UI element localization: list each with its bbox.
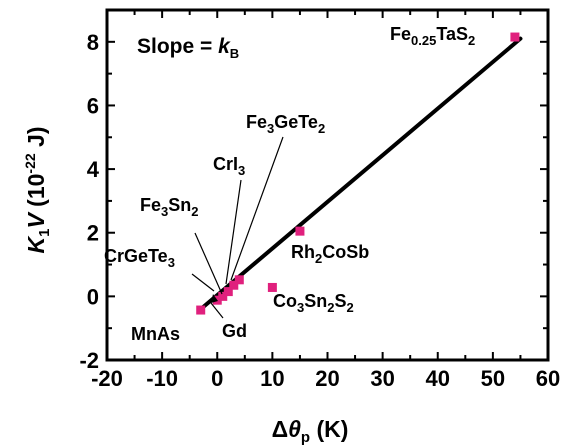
x-tick-label: 40 [426,366,450,391]
point-label-cri3: CrI3 [213,154,245,178]
fit-line-layer [198,36,523,312]
y-tick-label: -2 [79,348,99,373]
data-point [229,280,239,290]
point-label-mnas: MnAs [131,324,180,344]
y-tick-label: 4 [87,157,100,182]
leader-line [230,136,284,281]
x-tick-label: 20 [315,366,339,391]
point-label-crgete3: CrGeTe3 [104,246,175,270]
data-point [267,282,277,292]
point-label-fe3sn2: Fe3Sn2 [140,195,199,219]
y-tick-label: 2 [87,221,99,246]
leader-arrowhead [211,294,218,303]
x-tick-label: 10 [260,366,284,391]
data-point [223,287,233,297]
slope-annotation: Slope = kB [137,35,239,61]
point-label-fe025tas2: Fe0.25TaS2 [390,24,475,48]
leader-line [225,179,242,285]
data-point [510,32,520,42]
point-label-gd: Gd [222,321,247,341]
x-tick-label: 50 [481,366,505,391]
leader-line [191,273,215,292]
data-point [295,226,305,236]
data-point [218,291,228,301]
x-tick-label: -10 [146,366,178,391]
leader-lines-layer [191,136,284,319]
data-point [196,305,206,315]
fit-line [198,36,523,312]
x-tick-label: -20 [91,366,123,391]
data-point [234,275,244,285]
y-tick-label: 0 [87,284,99,309]
leader-line [210,302,224,319]
x-tick-label: 60 [536,366,560,391]
point-label-fe3gete2: Fe3GeTe2 [246,112,325,136]
y-tick-label: 6 [87,93,99,118]
x-tick-label: 30 [370,366,394,391]
y-axis-label: K1V (10-22 J) [22,126,53,253]
x-axis-label: Δθp (K) [272,416,349,446]
leader-line [194,232,223,295]
point-label-co3sn2s2: Co3Sn2S2 [273,291,354,315]
x-tick-label: 0 [211,366,223,391]
y-tick-label: 8 [87,30,99,55]
point-label-rh2cosb: Rh2CoSb [291,242,369,266]
